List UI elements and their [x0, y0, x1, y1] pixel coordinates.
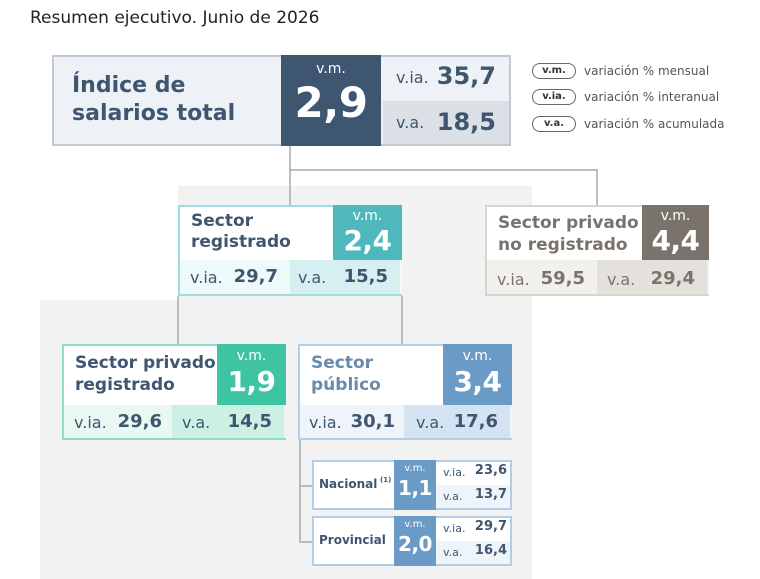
provincial-label: Provincial [319, 533, 386, 547]
publico-vm-cell [443, 344, 512, 405]
total-vm-cell [281, 55, 381, 146]
total-via-label: v.ia. [396, 68, 429, 87]
publico-via-value: 30,1 [350, 411, 395, 432]
total-va-value: 18,5 [436, 108, 496, 136]
total-via-value: 35,7 [436, 62, 496, 90]
registrado-vm-value: 2,4 [343, 224, 392, 257]
no-registrado-via-value: 59,5 [540, 268, 585, 289]
no-registrado-vm-label: v.m. [660, 208, 691, 224]
publico-va-cell [404, 405, 510, 438]
no-registrado-label-1: Sector privado [498, 213, 639, 233]
no-registrado-va-label: v.a. [607, 270, 636, 289]
no-registrado-va-value: 29,4 [650, 268, 695, 289]
privado-registrado-va-value: 14,5 [227, 411, 272, 432]
total-vm-value: 2,9 [294, 78, 368, 127]
privado-registrado-va-label: v.a. [182, 413, 211, 432]
registrado-via-value: 29,7 [233, 266, 278, 287]
legend-text-via: variación % interanual [584, 90, 720, 104]
total-label-2: salarios total [72, 101, 236, 126]
total-va-row [383, 101, 509, 144]
publico-va-value: 17,6 [453, 411, 498, 432]
total-va-label: v.a. [396, 113, 425, 132]
publico-label-1: Sector [311, 353, 374, 373]
publico-label-2: público [311, 375, 381, 395]
registrado-va-value: 15,5 [343, 266, 388, 287]
registrado-via-label: v.ia. [190, 268, 223, 287]
nacional-vm-label: v.m. [404, 463, 426, 474]
provincial-vm-cell [394, 516, 436, 566]
legend-text-va: variación % acumulada [584, 117, 725, 131]
privado-registrado-vm-value: 1,9 [227, 365, 276, 398]
page-title: Resumen ejecutivo. Junio de 2026 [30, 8, 320, 28]
nacional-via-label: v.ia. [443, 466, 466, 479]
registrado-va-label: v.a. [298, 268, 327, 287]
legend-pill-via: v.ia. [532, 89, 576, 105]
provincial-via-label: v.ia. [443, 522, 466, 535]
no-registrado-va-cell [597, 260, 707, 294]
no-registrado-vm-value: 4,4 [651, 224, 700, 257]
registrado-label-2: registrado [191, 232, 291, 252]
publico-vm-label: v.m. [462, 348, 493, 364]
nacional-va-value: 13,7 [474, 487, 507, 502]
no-registrado-via-label: v.ia. [497, 270, 530, 289]
provincial-va-row [436, 541, 510, 564]
privado-registrado-vm-label: v.m. [236, 348, 267, 364]
publico-vm-value: 3,4 [453, 365, 502, 398]
legend-pill-vm: v.m. [532, 63, 576, 79]
privado-registrado-va-cell [172, 405, 284, 438]
nacional-va-label: v.a. [443, 490, 463, 503]
nacional-label: Nacional [319, 477, 378, 491]
publico-via-label: v.ia. [309, 413, 342, 432]
registrado-label-1: Sector [191, 211, 254, 231]
legend-pill-va: v.a. [532, 116, 576, 132]
registrado-va-cell [290, 260, 400, 294]
privado-registrado-via-value: 29,6 [117, 411, 162, 432]
total-vm-label: v.m. [316, 61, 346, 77]
publico-va-label: v.a. [416, 413, 445, 432]
no-registrado-label-2: no registrado [498, 235, 628, 255]
provincial-va-value: 16,4 [474, 543, 507, 558]
nacional-via-value: 23,6 [474, 463, 507, 478]
provincial-va-label: v.a. [443, 546, 463, 559]
privado-registrado-label-1: Sector privado [75, 353, 216, 373]
nacional-note: (1) [380, 476, 392, 484]
nacional-va-row [436, 485, 510, 508]
total-label-1: Índice de [72, 73, 186, 98]
nacional-vm-value: 1,1 [398, 476, 432, 500]
provincial-vm-label: v.m. [404, 519, 426, 530]
registrado-vm-cell [333, 205, 402, 260]
no-registrado-vm-cell [642, 205, 709, 260]
privado-registrado-vm-cell [217, 344, 286, 405]
nacional-vm-cell [394, 460, 436, 510]
privado-registrado-label-2: registrado [75, 375, 175, 395]
registrado-vm-label: v.m. [352, 208, 383, 224]
legend-text-vm: variación % mensual [584, 64, 710, 78]
provincial-vm-value: 2,0 [398, 532, 432, 556]
privado-registrado-via-label: v.ia. [74, 413, 107, 432]
provincial-via-value: 29,7 [474, 519, 507, 534]
